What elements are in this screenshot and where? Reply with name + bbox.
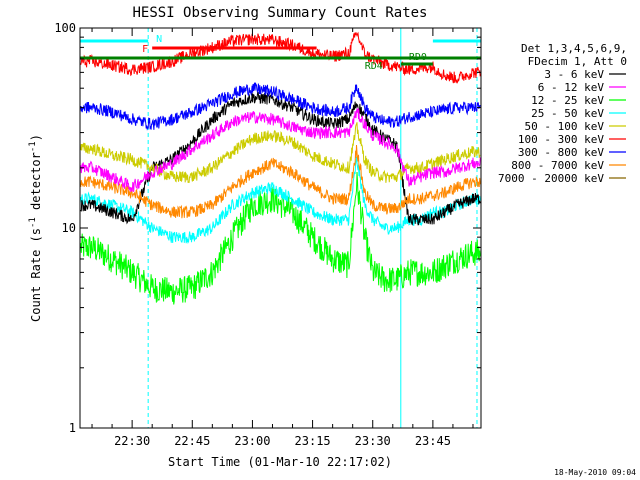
series-line-2 — [80, 107, 481, 193]
x-axis: 22:30 22:45 23:00 23:15 23:30 23:45 — [91, 28, 474, 448]
legend-header-line: FDecim 1, Att 0 — [528, 55, 627, 68]
series-line-7 — [80, 82, 481, 131]
y-axis-label: Count Rate (s-1 detector-1) — [28, 134, 43, 322]
legend-entry-label: 3 - 6 keV — [544, 68, 604, 81]
legend-entry-label: 100 - 300 keV — [518, 133, 604, 146]
legend-entry-label: 800 - 7000 keV — [511, 159, 604, 172]
legend-entry-label: 25 - 50 keV — [531, 107, 604, 120]
legend-entry-label: 50 - 100 keV — [525, 120, 605, 133]
chart-title: HESSI Observing Summary Count Rates — [132, 5, 427, 21]
series-line-1 — [80, 91, 481, 226]
n-flag-label: N — [156, 34, 162, 45]
x-tick-label: 22:30 — [114, 434, 150, 448]
series-line-4 — [80, 156, 481, 244]
legend: Det 1,3,4,5,6,9,FDecim 1, Att 03 - 6 keV… — [498, 42, 627, 185]
x-tick-label: 23:00 — [234, 434, 270, 448]
x-tick-label: 23:15 — [295, 434, 331, 448]
legend-entry-label: 12 - 25 keV — [531, 94, 604, 107]
x-tick-label: 23:30 — [355, 434, 391, 448]
y-tick-label: 100 — [54, 21, 76, 35]
legend-header-line: Det 1,3,4,5,6,9, — [521, 42, 627, 55]
y-tick-label: 10 — [62, 221, 76, 235]
legend-entry-label: 6 - 12 keV — [538, 81, 605, 94]
x-tick-label: 23:45 — [415, 434, 451, 448]
series-line-5 — [80, 122, 481, 184]
legend-entry-label: 300 - 800 keV — [518, 146, 604, 159]
plot-content: NF RD4 RD0 — [79, 28, 481, 428]
y-tick-label: 1 — [69, 421, 76, 435]
plot-frame — [79, 27, 482, 429]
timestamp: 18-May-2010 09:04 — [554, 468, 636, 477]
x-axis-label: Start Time (01-Mar-10 22:17:02) — [168, 455, 392, 469]
series-line-6 — [80, 31, 481, 84]
legend-entry-label: 7000 - 20000 keV — [498, 172, 604, 185]
rd4-flag-label: RD4 — [365, 61, 383, 72]
x-tick-label: 22:45 — [174, 434, 210, 448]
rd0-flag-label: RD0 — [409, 52, 427, 63]
series-line-3 — [80, 171, 481, 305]
f-flag-label: F — [142, 44, 148, 55]
series-line-8 — [80, 144, 481, 219]
y-axis: 1 10 100 — [54, 21, 481, 435]
